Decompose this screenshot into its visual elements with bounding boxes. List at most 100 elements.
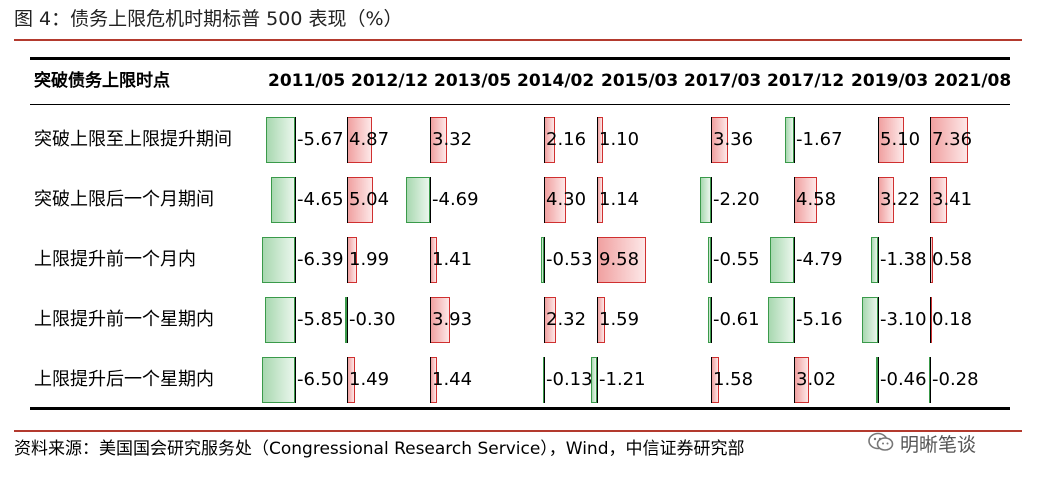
data-label: 5.10 xyxy=(880,129,921,150)
zero-axis xyxy=(295,177,296,223)
data-label: 1.41 xyxy=(432,249,473,270)
row-label: 上限提升后一个星期内 xyxy=(34,369,214,390)
table-cell: 2.16 xyxy=(513,115,595,165)
zero-axis xyxy=(711,117,712,163)
column-header: 2013/05 xyxy=(434,71,512,91)
row-label: 上限提升前一个星期内 xyxy=(34,309,214,330)
figure-title: 图 4：债务上限危机时期标普 500 表现（%） xyxy=(14,8,403,30)
zero-axis xyxy=(430,117,431,163)
zero-axis xyxy=(295,117,296,163)
data-label: 1.14 xyxy=(599,189,640,210)
title-underline xyxy=(14,39,1022,41)
watermark: 明晰笔谈 xyxy=(868,430,976,460)
data-label: -6.39 xyxy=(297,249,344,270)
table-cell: -0.46 xyxy=(847,355,929,405)
table-cell: 2.32 xyxy=(513,295,595,345)
zero-axis xyxy=(597,117,598,163)
table-cell: -0.61 xyxy=(680,295,762,345)
negative-bar xyxy=(406,177,430,223)
table-cell: 0.58 xyxy=(930,235,1012,285)
table-cell: 4.87 xyxy=(347,115,429,165)
zero-axis xyxy=(544,357,545,403)
source-note: 资料来源：美国国会研究服务处（Congressional Research Se… xyxy=(14,439,745,459)
data-label: 1.10 xyxy=(599,129,640,150)
data-label: 0.18 xyxy=(932,309,973,330)
data-label: 5.04 xyxy=(349,189,390,210)
table-header-border xyxy=(30,104,1010,105)
data-label: -1.21 xyxy=(599,369,646,390)
negative-bar xyxy=(862,297,878,343)
table-cell: 1.10 xyxy=(597,115,679,165)
table-cell: 1.59 xyxy=(597,295,679,345)
table-cell: 1.14 xyxy=(597,175,679,225)
table-cell: -3.10 xyxy=(847,295,929,345)
data-label: 3.22 xyxy=(880,189,921,210)
column-header: 2012/12 xyxy=(351,71,429,91)
negative-bar xyxy=(262,237,295,283)
table-cell: -0.53 xyxy=(513,235,595,285)
column-header: 2017/03 xyxy=(684,71,762,91)
table-cell: -0.55 xyxy=(680,235,762,285)
data-label: 3.93 xyxy=(432,309,473,330)
data-label: -1.38 xyxy=(880,249,927,270)
table-cell: 1.99 xyxy=(347,235,429,285)
data-label: 1.59 xyxy=(599,309,640,330)
negative-bar xyxy=(767,297,794,343)
zero-axis xyxy=(544,177,545,223)
table-cell: 5.10 xyxy=(847,115,929,165)
data-label: 4.87 xyxy=(349,129,390,150)
negative-bar xyxy=(271,177,295,223)
zero-axis xyxy=(930,177,931,223)
negative-bar xyxy=(708,237,711,283)
zero-axis xyxy=(794,237,795,283)
row-label: 突破上限至上限提升期间 xyxy=(34,129,232,150)
zero-axis xyxy=(878,297,879,343)
data-label: 2.32 xyxy=(546,309,587,330)
positive-bar xyxy=(347,117,372,163)
data-label: 3.32 xyxy=(432,129,473,150)
data-label: 1.44 xyxy=(432,369,473,390)
data-label: 4.58 xyxy=(796,189,837,210)
data-label: -2.20 xyxy=(713,189,760,210)
row-label: 突破上限后一个月期间 xyxy=(34,189,214,210)
zero-axis xyxy=(295,297,296,343)
zero-axis xyxy=(930,117,931,163)
zero-axis xyxy=(930,237,931,283)
negative-bar xyxy=(590,357,597,403)
data-label: -0.46 xyxy=(880,369,927,390)
zero-axis xyxy=(347,297,348,343)
watermark-text: 明晰笔谈 xyxy=(900,434,977,456)
zero-axis xyxy=(430,237,431,283)
table-cell: 3.36 xyxy=(680,115,762,165)
zero-axis xyxy=(794,117,795,163)
zero-axis xyxy=(878,177,879,223)
negative-bar xyxy=(769,237,794,283)
table-cell: 1.44 xyxy=(430,355,512,405)
zero-axis xyxy=(430,177,431,223)
table-cell: -5.16 xyxy=(763,295,845,345)
zero-axis xyxy=(597,297,598,343)
zero-axis xyxy=(544,237,545,283)
table-cell: 3.22 xyxy=(847,175,929,225)
zero-axis xyxy=(295,237,296,283)
table-cell: 1.49 xyxy=(347,355,429,405)
data-label: -0.61 xyxy=(713,309,760,330)
zero-axis xyxy=(544,297,545,343)
table-cell: -6.39 xyxy=(262,235,346,285)
table-bottom-border xyxy=(30,407,1010,410)
table-cell: -5.85 xyxy=(264,295,346,345)
table-top-border xyxy=(30,57,1010,60)
negative-bar xyxy=(785,117,794,163)
zero-axis xyxy=(295,357,296,403)
table-cell: -0.30 xyxy=(345,295,429,345)
data-label: -3.10 xyxy=(880,309,927,330)
data-label: -1.67 xyxy=(796,129,843,150)
table-cell: -6.50 xyxy=(261,355,346,405)
data-label: 7.36 xyxy=(932,129,973,150)
column-header: 2017/12 xyxy=(767,71,845,91)
table-cell: -2.20 xyxy=(680,175,762,225)
table-cell: -5.67 xyxy=(264,115,346,165)
data-label: 1.58 xyxy=(713,369,754,390)
table-cell: 7.36 xyxy=(930,115,1012,165)
table-cell: 3.32 xyxy=(430,115,512,165)
